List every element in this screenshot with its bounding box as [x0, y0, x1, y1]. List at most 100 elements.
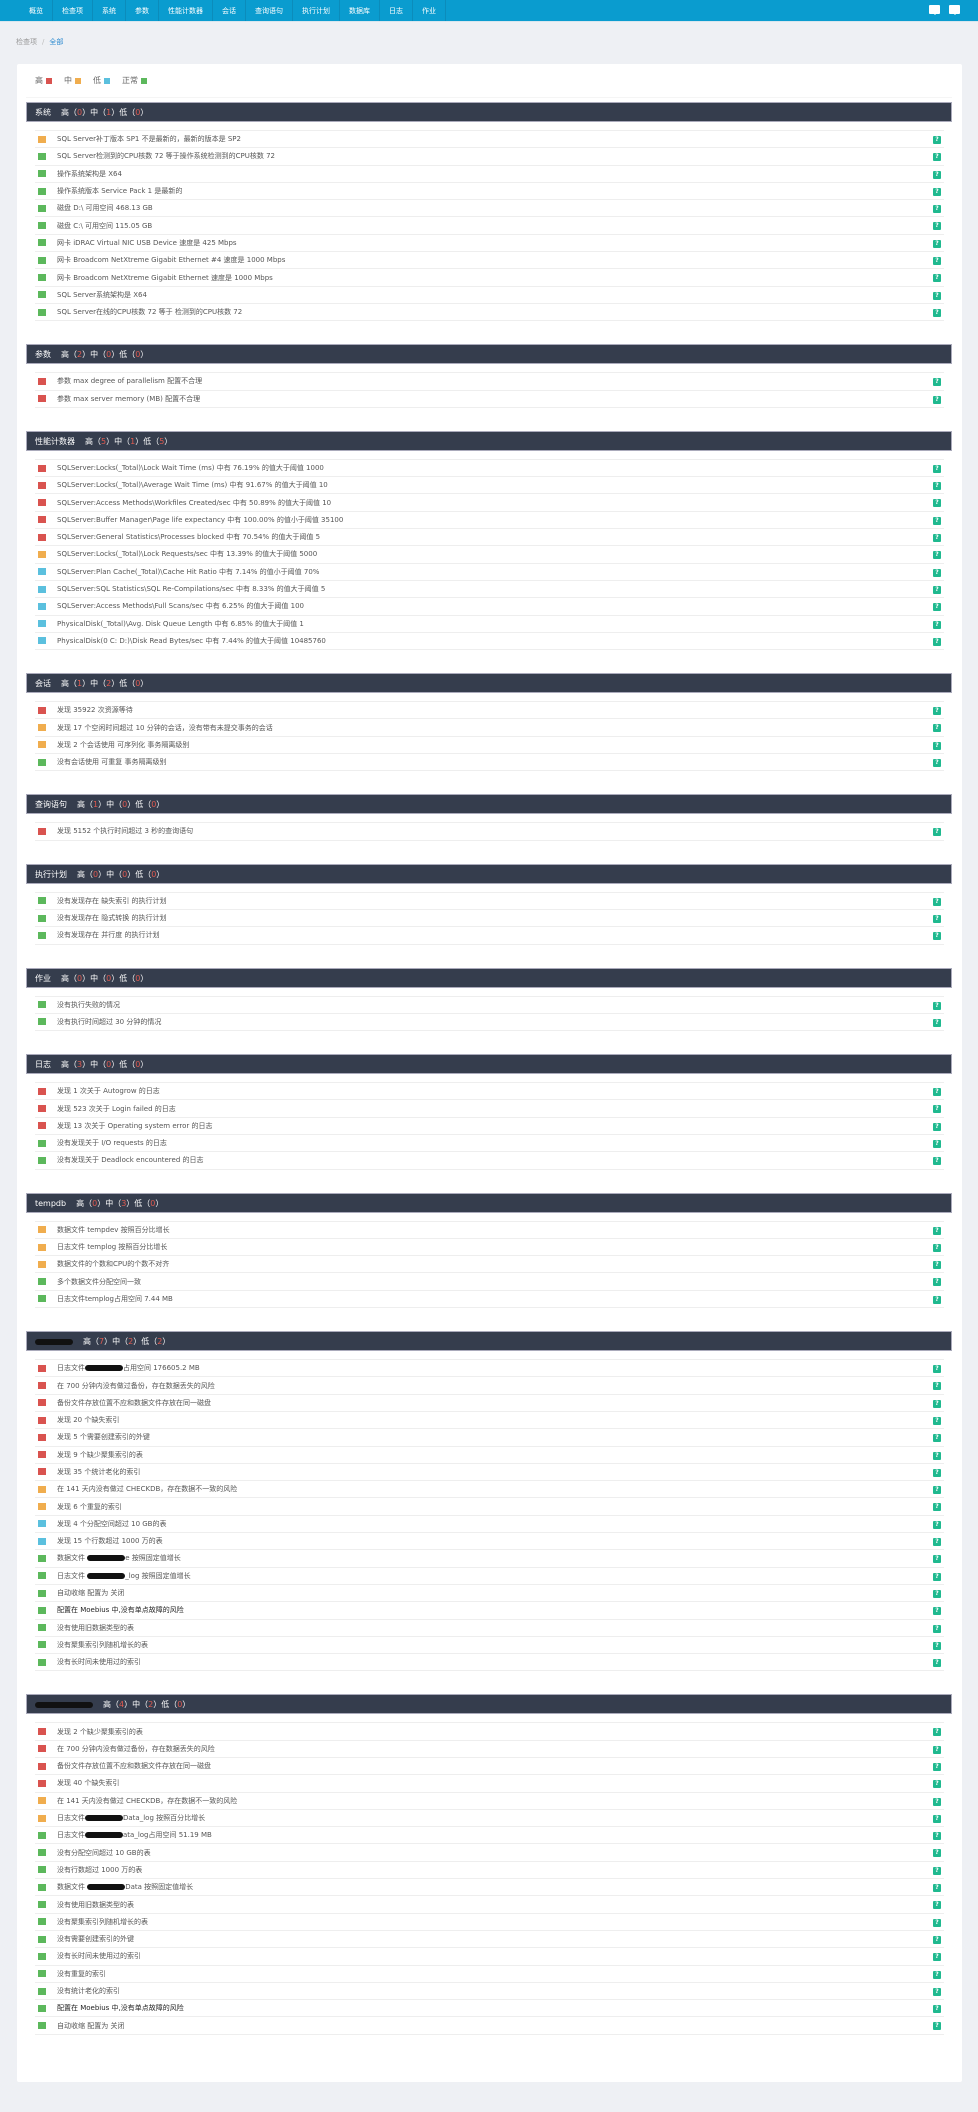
help-icon[interactable]: ? — [933, 1832, 941, 1841]
help-icon[interactable]: ? — [933, 1814, 941, 1823]
help-icon[interactable]: ? — [933, 1589, 941, 1598]
help-icon[interactable]: ? — [933, 1970, 941, 1979]
help-icon[interactable]: ? — [933, 1641, 941, 1650]
help-icon[interactable]: ? — [933, 274, 941, 283]
section-header[interactable]: 参数 高（2）中（0）低（0） — [26, 344, 952, 365]
help-icon[interactable]: ? — [933, 1382, 941, 1391]
nav-item[interactable]: 作业 — [413, 0, 446, 21]
help-icon[interactable]: ? — [933, 707, 941, 716]
nav-item[interactable]: 执行计划 — [293, 0, 340, 21]
help-icon[interactable]: ? — [933, 1780, 941, 1789]
help-icon[interactable]: ? — [933, 568, 941, 577]
help-icon[interactable]: ? — [933, 239, 941, 248]
help-icon[interactable]: ? — [933, 1261, 941, 1270]
help-icon[interactable]: ? — [933, 1901, 941, 1910]
help-icon[interactable]: ? — [933, 291, 941, 300]
nav-item[interactable]: 参数 — [126, 0, 159, 21]
help-icon[interactable]: ? — [933, 897, 941, 906]
help-icon[interactable]: ? — [933, 741, 941, 750]
section-header[interactable]: 日志 高（3）中（0）低（0） — [26, 1054, 952, 1075]
help-icon[interactable]: ? — [933, 1226, 941, 1235]
nav-item[interactable]: 日志 — [380, 0, 413, 21]
help-icon[interactable]: ? — [933, 1555, 941, 1564]
help-icon[interactable]: ? — [933, 1416, 941, 1425]
help-icon[interactable]: ? — [933, 516, 941, 525]
help-icon[interactable]: ? — [933, 1018, 941, 1027]
section-header[interactable]: 会话 高（1）中（2）低（0） — [26, 673, 952, 694]
nav-item[interactable]: 检查项 — [53, 0, 93, 21]
help-icon[interactable]: ? — [933, 603, 941, 612]
section-header[interactable]: tempdb 高（0）中（3）低（0） — [26, 1192, 952, 1213]
help-icon[interactable]: ? — [933, 308, 941, 317]
help-icon[interactable]: ? — [933, 378, 941, 387]
help-icon[interactable]: ? — [933, 1884, 941, 1893]
help-icon[interactable]: ? — [933, 637, 941, 646]
nav-item[interactable]: 会话 — [213, 0, 246, 21]
help-icon[interactable]: ? — [933, 1797, 941, 1806]
section-header[interactable]: 高（4）中（2）低（0） — [26, 1694, 952, 1715]
help-icon[interactable]: ? — [933, 1624, 941, 1633]
help-icon[interactable]: ? — [933, 1987, 941, 1996]
nav-item[interactable]: 查询语句 — [246, 0, 293, 21]
help-icon[interactable]: ? — [933, 724, 941, 733]
help-icon[interactable]: ? — [933, 187, 941, 196]
help-icon[interactable]: ? — [933, 1434, 941, 1443]
help-icon[interactable]: ? — [933, 205, 941, 214]
help-icon[interactable]: ? — [933, 153, 941, 162]
message-icon[interactable] — [929, 5, 940, 15]
help-icon[interactable]: ? — [933, 1088, 941, 1097]
help-icon[interactable]: ? — [933, 1659, 941, 1668]
help-icon[interactable]: ? — [933, 828, 941, 837]
nav-item[interactable]: 性能计数器 — [159, 0, 213, 21]
help-icon[interactable]: ? — [933, 1295, 941, 1304]
help-icon[interactable]: ? — [933, 1139, 941, 1148]
help-icon[interactable]: ? — [933, 464, 941, 473]
nav-item[interactable]: 数据库 — [340, 0, 380, 21]
help-icon[interactable]: ? — [933, 1572, 941, 1581]
help-icon[interactable]: ? — [933, 136, 941, 144]
help-icon[interactable]: ? — [933, 759, 941, 768]
help-icon[interactable]: ? — [933, 1520, 941, 1529]
breadcrumb-parent[interactable]: 检查项 — [16, 38, 37, 46]
help-icon[interactable]: ? — [933, 1538, 941, 1547]
help-icon[interactable]: ? — [933, 1157, 941, 1166]
help-icon[interactable]: ? — [933, 1849, 941, 1858]
help-icon[interactable]: ? — [933, 1486, 941, 1495]
help-icon[interactable]: ? — [933, 1399, 941, 1408]
help-icon[interactable]: ? — [933, 1935, 941, 1944]
nav-item[interactable]: 概览 — [20, 0, 53, 21]
help-icon[interactable]: ? — [933, 1105, 941, 1114]
help-icon[interactable]: ? — [933, 1451, 941, 1460]
help-icon[interactable]: ? — [933, 534, 941, 543]
help-icon[interactable]: ? — [933, 482, 941, 491]
help-icon[interactable]: ? — [933, 1503, 941, 1512]
section-header[interactable]: 系统 高（0）中（1）低（0） — [26, 102, 952, 122]
help-icon[interactable]: ? — [933, 932, 941, 941]
help-icon[interactable]: ? — [933, 1243, 941, 1252]
help-icon[interactable]: ? — [933, 914, 941, 923]
help-icon[interactable]: ? — [933, 1278, 941, 1287]
help-icon[interactable]: ? — [933, 222, 941, 231]
section-header[interactable]: 作业 高（0）中（0）低（0） — [26, 967, 952, 988]
help-icon[interactable]: ? — [933, 395, 941, 404]
help-icon[interactable]: ? — [933, 1763, 941, 1771]
help-icon[interactable]: ? — [933, 551, 941, 560]
nav-item[interactable]: 系统 — [93, 0, 126, 21]
help-icon[interactable]: ? — [933, 1122, 941, 1131]
help-icon[interactable]: ? — [933, 1607, 941, 1616]
monitor-icon[interactable] — [949, 5, 960, 15]
section-header[interactable]: 查询语句 高（1）中（0）低（0） — [26, 794, 952, 815]
help-icon[interactable]: ? — [933, 1365, 941, 1374]
help-icon[interactable]: ? — [933, 1728, 941, 1737]
help-icon[interactable]: ? — [933, 1866, 941, 1875]
help-icon[interactable]: ? — [933, 585, 941, 594]
help-icon[interactable]: ? — [933, 620, 941, 629]
section-header[interactable]: 执行计划 高（0）中（0）低（0） — [26, 863, 952, 884]
help-icon[interactable]: ? — [933, 170, 941, 179]
section-header[interactable]: 性能计数器 高（5）中（1）低（5） — [26, 430, 952, 451]
help-icon[interactable]: ? — [933, 1953, 941, 1962]
help-icon[interactable]: ? — [933, 1001, 941, 1010]
help-icon[interactable]: ? — [933, 1745, 941, 1754]
help-icon[interactable]: ? — [933, 257, 941, 266]
section-header[interactable]: 高（7）中（2）低（2） — [26, 1331, 952, 1352]
